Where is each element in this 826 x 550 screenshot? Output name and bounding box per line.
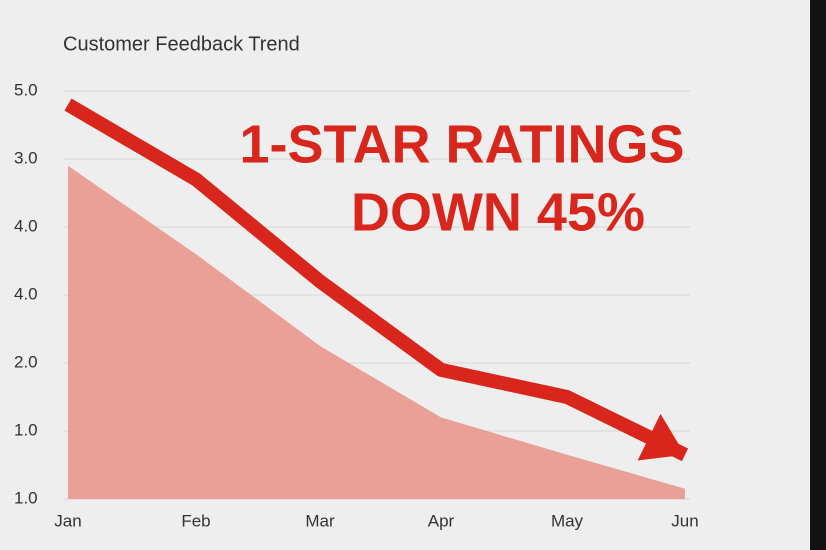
trend-line: [64, 98, 689, 462]
area: [68, 165, 685, 500]
y-tick-label: 2.0: [14, 352, 38, 371]
x-tick-label: Mar: [305, 511, 335, 530]
x-tick-label: Feb: [181, 511, 210, 530]
x-tick-label: Apr: [428, 511, 455, 530]
marks: [64, 98, 689, 500]
arrow-head: [637, 413, 685, 461]
chart-title: Customer Feedback Trend: [63, 33, 300, 55]
x-tick-label: Jun: [671, 511, 698, 530]
y-tick-label: 1.0: [14, 420, 38, 439]
y-tick-label: 4.0: [14, 216, 38, 235]
x-tick-label: Jan: [54, 511, 81, 530]
y-tick-label: 3.0: [14, 148, 38, 167]
annotation: 1-STAR RATINGS: [240, 114, 685, 174]
annotation: DOWN 45%: [351, 182, 645, 242]
y-tick-label: 4.0: [14, 284, 38, 303]
y-tick-label: 1.0: [14, 488, 38, 507]
y-tick-label: 5.0: [14, 80, 38, 99]
x-tick-label: May: [551, 511, 584, 530]
frame-edge: [810, 0, 826, 550]
grid: 5.0 3.0 4.0 4.0 2.0 1.0 1.0 Jan Feb Mar Apr May Jun: [14, 80, 699, 530]
